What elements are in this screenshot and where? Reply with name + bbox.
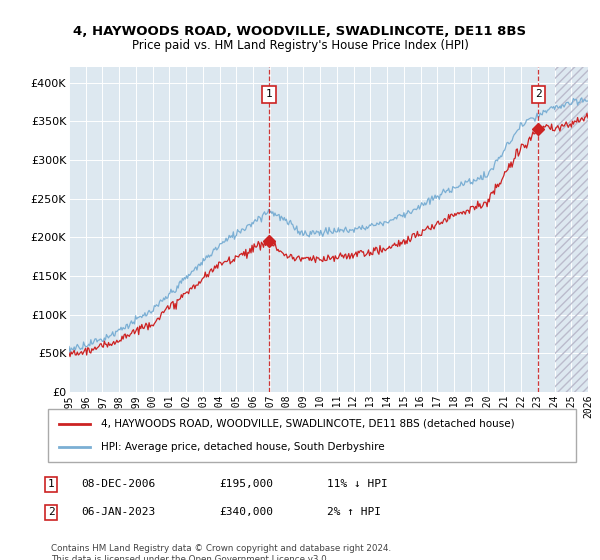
Text: £340,000: £340,000 (219, 507, 273, 517)
Text: 08-DEC-2006: 08-DEC-2006 (81, 479, 155, 489)
Text: 1: 1 (47, 479, 55, 489)
Text: 06-JAN-2023: 06-JAN-2023 (81, 507, 155, 517)
Text: 4, HAYWOODS ROAD, WOODVILLE, SWADLINCOTE, DE11 8BS (detached house): 4, HAYWOODS ROAD, WOODVILLE, SWADLINCOTE… (101, 419, 514, 429)
Text: Contains HM Land Registry data © Crown copyright and database right 2024.
This d: Contains HM Land Registry data © Crown c… (51, 544, 391, 560)
Text: 11% ↓ HPI: 11% ↓ HPI (327, 479, 388, 489)
Text: 4, HAYWOODS ROAD, WOODVILLE, SWADLINCOTE, DE11 8BS: 4, HAYWOODS ROAD, WOODVILLE, SWADLINCOTE… (73, 25, 527, 38)
Bar (554, 67, 588, 392)
Text: HPI: Average price, detached house, South Derbyshire: HPI: Average price, detached house, Sout… (101, 442, 385, 452)
Text: 2% ↑ HPI: 2% ↑ HPI (327, 507, 381, 517)
Text: Price paid vs. HM Land Registry's House Price Index (HPI): Price paid vs. HM Land Registry's House … (131, 39, 469, 52)
Text: 1: 1 (266, 89, 272, 99)
FancyBboxPatch shape (48, 409, 576, 462)
Text: 2: 2 (47, 507, 55, 517)
Text: £195,000: £195,000 (219, 479, 273, 489)
Text: 2: 2 (535, 89, 542, 99)
